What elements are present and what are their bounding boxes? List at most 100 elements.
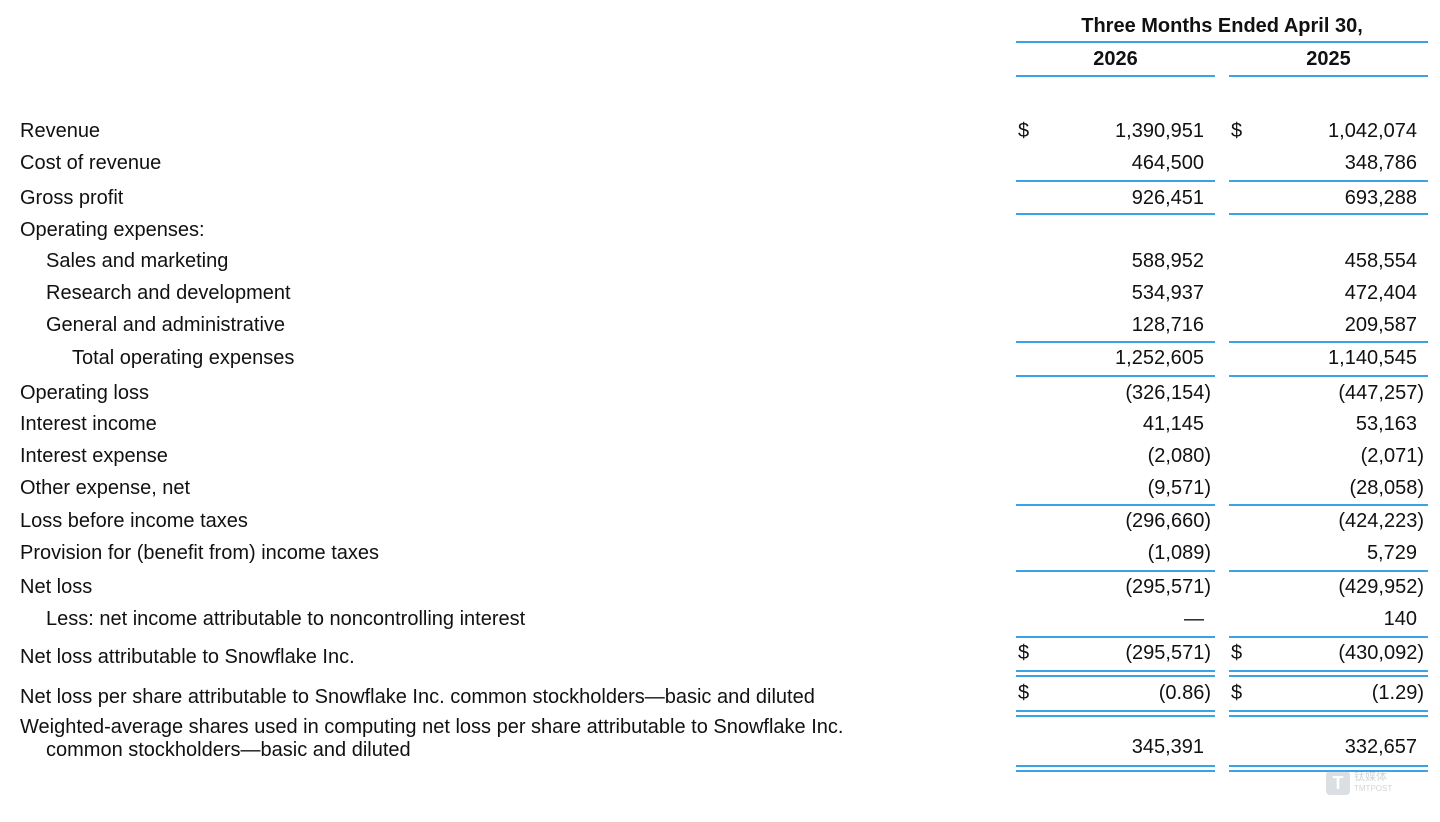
subtotal-line xyxy=(1016,570,1215,572)
value-2026: (9,571) xyxy=(1147,477,1211,499)
value-2026: 345,391 xyxy=(1131,736,1204,758)
value-2026: (0.86) xyxy=(1158,682,1211,704)
table-row-operating-loss: Operating loss (326,154) (447,257) xyxy=(0,377,1440,409)
period-header: Three Months Ended April 30, xyxy=(1081,14,1363,37)
value-2026: (1,089) xyxy=(1147,542,1211,564)
value-2026: (295,571) xyxy=(1125,576,1211,598)
row-label: Other expense, net xyxy=(20,477,191,499)
tmtpost-logo-icon: T xyxy=(1326,771,1350,795)
currency-symbol: $ xyxy=(1231,682,1243,704)
value-2026: 41,145 xyxy=(1142,413,1204,435)
table-row-net-loss-attributable: Net loss attributable to Snowflake Inc. … xyxy=(0,637,1440,669)
subtotal-line xyxy=(1016,636,1215,638)
subtotal-line xyxy=(1229,341,1428,343)
row-label: Operating expenses: xyxy=(20,219,205,241)
value-2025: (1.29) xyxy=(1371,682,1424,704)
double-total-line xyxy=(1229,765,1428,772)
watermark-text-cn: 钛媒体 xyxy=(1354,771,1387,783)
subtotal-line xyxy=(1229,180,1428,182)
subtotal-line xyxy=(1229,504,1428,506)
value-2026: (296,660) xyxy=(1125,510,1211,532)
value-2026: (2,080) xyxy=(1147,445,1211,467)
row-label: Provision for (benefit from) income taxe… xyxy=(20,542,380,564)
header-divider xyxy=(1016,41,1428,43)
row-label: Net loss per share attributable to Snowf… xyxy=(20,686,815,708)
value-2025: (430,092) xyxy=(1338,642,1424,664)
value-2025: 332,657 xyxy=(1344,736,1417,758)
weighted-average-label-line1: Weighted-average shares used in computin… xyxy=(20,716,844,738)
currency-symbol: $ xyxy=(1018,682,1030,704)
value-2025: (2,071) xyxy=(1360,445,1424,467)
value-2025: 53,163 xyxy=(1355,413,1417,435)
value-2025: 348,786 xyxy=(1344,152,1417,174)
row-label: Revenue xyxy=(20,120,101,142)
table-row-noncontrolling-interest: Less: net income attributable to noncont… xyxy=(0,603,1440,635)
value-2025: (447,257) xyxy=(1338,382,1424,404)
subtotal-line xyxy=(1229,636,1428,638)
row-label: Interest expense xyxy=(20,445,168,467)
row-label: Total operating expenses xyxy=(72,347,295,369)
value-2025: (28,058) xyxy=(1349,477,1425,499)
table-row-interest-income: Interest income 41,145 53,163 xyxy=(0,408,1440,440)
table-row-weighted-average-shares: 345,391 332,657 xyxy=(0,731,1440,763)
value-2025: 458,554 xyxy=(1344,250,1417,272)
year-header-2025: 2025 xyxy=(1306,47,1351,70)
table-row-operating-expenses-heading: Operating expenses: xyxy=(0,214,1440,246)
total-line xyxy=(1016,213,1215,215)
currency-symbol: $ xyxy=(1231,642,1243,664)
watermark-text-en: TMTPOST xyxy=(1354,784,1393,793)
subtotal-line xyxy=(1016,341,1215,343)
value-2025: 5,729 xyxy=(1366,542,1417,564)
row-label: Interest income xyxy=(20,413,157,435)
value-2026: (295,571) xyxy=(1125,642,1211,664)
value-2025: 1,042,074 xyxy=(1328,120,1417,142)
subtotal-line xyxy=(1016,504,1215,506)
table-row-gross-profit: Gross profit 926,451 693,288 xyxy=(0,182,1440,214)
row-label: Cost of revenue xyxy=(20,152,162,174)
table-row-total-operating-expenses: Total operating expenses 1,252,605 1,140… xyxy=(0,342,1440,374)
value-2026: 1,390,951 xyxy=(1115,120,1204,142)
row-label: Gross profit xyxy=(20,187,124,209)
row-label: Less: net income attributable to noncont… xyxy=(46,608,526,630)
table-row-revenue: Revenue $ 1,390,951 $ 1,042,074 xyxy=(0,115,1440,147)
total-line xyxy=(1016,375,1215,377)
double-total-line xyxy=(1229,670,1428,677)
value-2025: 472,404 xyxy=(1344,282,1417,304)
value-2025: 140 xyxy=(1383,608,1417,630)
table-row-loss-before-income-taxes: Loss before income taxes (296,660) (424,… xyxy=(0,505,1440,537)
value-2026: 588,952 xyxy=(1131,250,1204,272)
tmtpost-watermark: T 钛媒体 TMTPOST xyxy=(1326,769,1406,797)
weighted-average-label-line2: common stockholders—basic and diluted xyxy=(46,739,411,761)
row-label: Net loss attributable to Snowflake Inc. xyxy=(20,646,355,668)
double-total-line xyxy=(1016,670,1215,677)
value-2025: (424,223) xyxy=(1338,510,1424,532)
value-2025: 693,288 xyxy=(1344,187,1417,209)
double-total-line xyxy=(1016,765,1215,772)
weighted-average-shares-label: Weighted-average shares used in computin… xyxy=(20,716,843,762)
value-2025: 209,587 xyxy=(1344,314,1417,336)
row-label: Net loss xyxy=(20,576,93,598)
table-row-interest-expense: Interest expense (2,080) (2,071) xyxy=(0,440,1440,472)
row-label: Loss before income taxes xyxy=(20,510,248,532)
table-row-other-expense-net: Other expense, net (9,571) (28,058) xyxy=(0,472,1440,504)
currency-symbol: $ xyxy=(1231,120,1243,142)
table-row-general-and-administrative: General and administrative 128,716 209,5… xyxy=(0,309,1440,341)
subtotal-line xyxy=(1016,180,1215,182)
value-2025: 1,140,545 xyxy=(1328,347,1417,369)
total-line xyxy=(1229,213,1428,215)
row-label: General and administrative xyxy=(46,314,286,336)
value-2026: 1,252,605 xyxy=(1115,347,1204,369)
table-row-provision-for-income-taxes: Provision for (benefit from) income taxe… xyxy=(0,537,1440,569)
value-2026: 464,500 xyxy=(1131,152,1204,174)
year-header-2026: 2026 xyxy=(1093,47,1138,70)
value-2026: 534,937 xyxy=(1131,282,1204,304)
value-2026: 128,716 xyxy=(1131,314,1204,336)
value-2026: (326,154) xyxy=(1125,382,1211,404)
currency-symbol: $ xyxy=(1018,120,1030,142)
row-label: Operating loss xyxy=(20,382,149,404)
row-label: Sales and marketing xyxy=(46,250,229,272)
value-2026: — xyxy=(1184,608,1204,630)
table-row-net-loss: Net loss (295,571) (429,952) xyxy=(0,571,1440,603)
table-row-research-and-development: Research and development 534,937 472,404 xyxy=(0,277,1440,309)
table-row-net-loss-per-share: Net loss per share attributable to Snowf… xyxy=(0,677,1440,709)
